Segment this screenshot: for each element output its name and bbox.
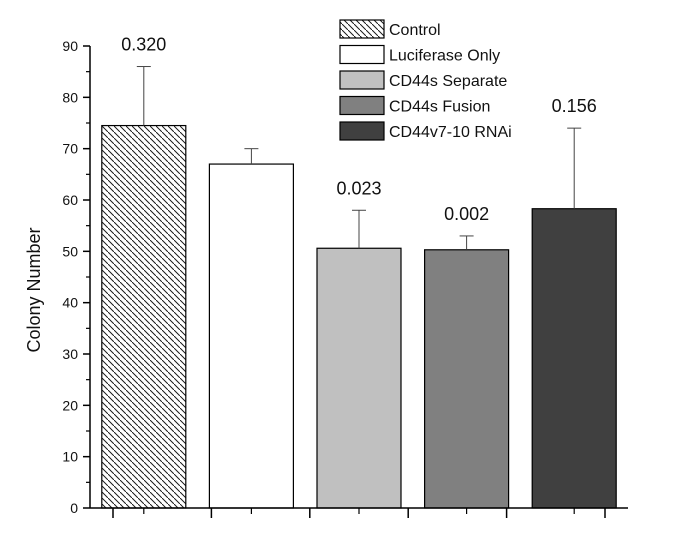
- y-tick-label: 20: [62, 397, 78, 413]
- legend-swatch: [339, 44, 385, 65]
- legend-label: Control: [389, 22, 441, 39]
- bar-cd44s-separate: [316, 247, 402, 509]
- legend-label: CD44v7-10 RNAi: [389, 124, 512, 141]
- legend-swatch: [339, 95, 385, 116]
- legend-swatch: [339, 121, 385, 141]
- y-tick-label: 10: [62, 449, 78, 465]
- legend-swatch: [339, 19, 385, 39]
- x-axis-ticks: [112, 508, 606, 518]
- legend-swatch: [339, 70, 385, 90]
- y-axis-ticks: 0 10 20 30 40 50 60 70 80 90: [62, 38, 90, 516]
- y-axis-label: Colony Number: [24, 227, 44, 352]
- y-tick-label: 40: [62, 295, 78, 311]
- y-tick-label: 50: [62, 243, 78, 259]
- legend-label: Luciferase Only: [389, 48, 500, 65]
- error-bars: [136, 66, 582, 250]
- p-value-label: 0.320: [121, 35, 166, 55]
- legend-label: CD44s Fusion: [389, 99, 490, 116]
- y-tick-label: 0: [70, 500, 78, 516]
- p-value-label: 0.002: [444, 204, 489, 224]
- p-value-labels: 0.320 0.023 0.002 0.156: [121, 35, 596, 224]
- bar-control: [101, 124, 187, 509]
- y-tick-label: 30: [62, 346, 78, 362]
- bar-luciferase-only: [208, 163, 294, 509]
- bar-cd44s-fusion: [424, 249, 510, 509]
- y-tick-label: 70: [62, 141, 78, 157]
- y-tick-label: 90: [62, 38, 78, 54]
- legend: Control Luciferase Only CD44s Separate CD44…: [339, 19, 512, 141]
- p-value-label: 0.156: [552, 96, 597, 116]
- legend-label: CD44s Separate: [389, 73, 507, 90]
- y-tick-label: 80: [62, 89, 78, 105]
- p-value-label: 0.023: [336, 178, 381, 198]
- bar-cd44v7-10-rnai: [531, 208, 617, 509]
- y-tick-label: 60: [62, 192, 78, 208]
- bars: [101, 124, 617, 509]
